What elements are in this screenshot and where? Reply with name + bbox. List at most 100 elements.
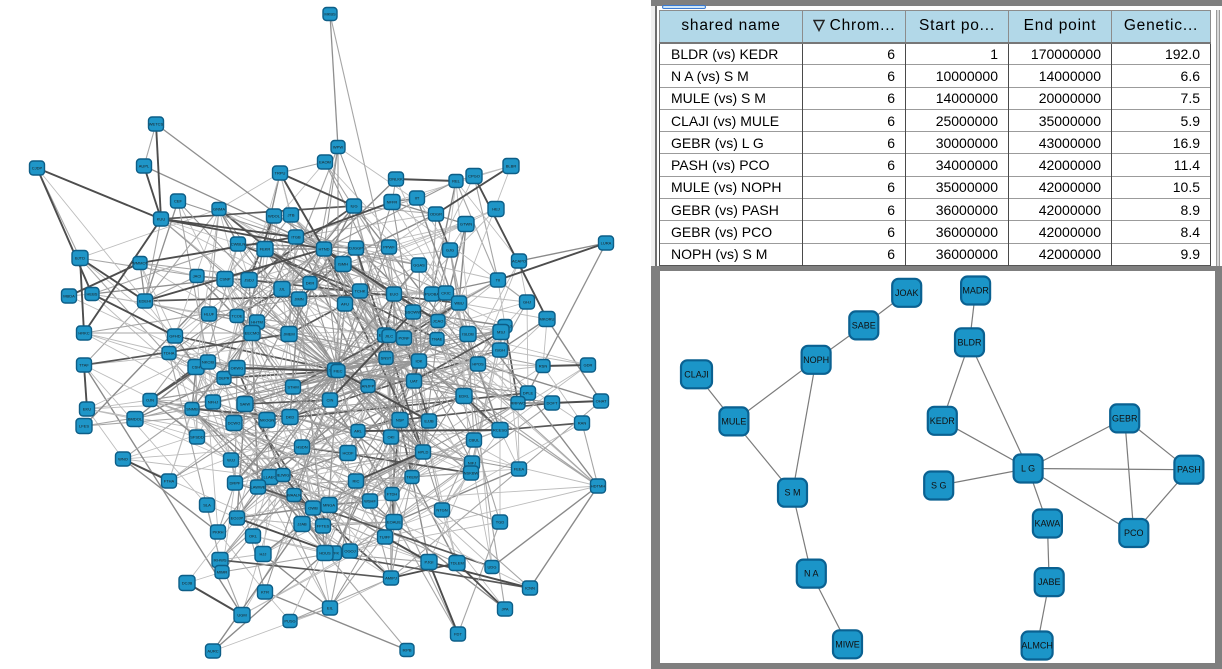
svg-text:TNAE: TNAE: [432, 337, 443, 342]
svg-text:AUPL: AUPL: [139, 164, 150, 169]
svg-text:IKPB: IKPB: [402, 648, 411, 653]
svg-text:SLA: SLA: [203, 503, 211, 508]
svg-text:ISGH: ISGH: [495, 348, 505, 353]
svg-text:UGM: UGM: [237, 613, 246, 618]
svg-text:OKL: OKL: [249, 534, 258, 539]
svg-text:SNST: SNST: [381, 356, 392, 361]
svg-text:IOK: IOK: [416, 359, 423, 364]
svg-text:CKIC: CKIC: [441, 291, 451, 296]
svg-text:ISMH: ISMH: [338, 262, 348, 267]
svg-text:HCDF: HCDF: [342, 451, 354, 456]
svg-text:NSP: NSP: [396, 418, 405, 423]
svg-text:FTDH: FTDH: [387, 492, 398, 497]
svg-text:WSHF: WSHF: [364, 499, 376, 504]
svg-text:TTAF: TTAF: [79, 363, 89, 368]
svg-text:CLAJI: CLAJI: [684, 369, 709, 379]
svg-text:RCESG: RCESG: [493, 428, 507, 433]
svg-text:JABE: JABE: [1038, 577, 1061, 587]
svg-text:UAT: UAT: [410, 379, 418, 384]
svg-text:IUG: IUG: [350, 204, 357, 209]
svg-text:NTGN: NTGN: [436, 508, 447, 513]
svg-text:NIFJ: NIFJ: [468, 461, 476, 466]
svg-text:OKI: OKI: [388, 435, 395, 440]
svg-text:KUU: KUU: [157, 217, 166, 222]
svg-text:N A: N A: [804, 569, 819, 579]
svg-text:HHTM: HHTM: [251, 320, 263, 325]
svg-text:RRFWO: RRFWO: [510, 401, 525, 406]
svg-text:CEF: CEF: [174, 199, 183, 204]
svg-text:HLUF: HLUF: [204, 312, 215, 317]
svg-text:EDEHI: EDEHI: [139, 299, 151, 304]
svg-text:MULE: MULE: [721, 416, 746, 426]
svg-text:BLDR: BLDR: [957, 337, 982, 347]
svg-text:ALMCH: ALMCH: [1021, 641, 1053, 651]
svg-text:GNMA: GNMA: [213, 207, 225, 212]
svg-text:AURC: AURC: [207, 649, 218, 654]
svg-text:APFK: APFK: [329, 551, 340, 556]
svg-text:IKHWS: IKHWS: [213, 558, 226, 563]
svg-text:ISLDB: ISLDB: [462, 332, 474, 337]
svg-text:WMMOT: WMMOT: [132, 261, 149, 266]
svg-text:SAIW: SAIW: [240, 402, 250, 407]
svg-text:EIL: EIL: [327, 606, 334, 611]
svg-text:JPA: JPA: [501, 607, 508, 612]
svg-text:CSNP: CSNP: [219, 277, 230, 282]
svg-text:BLBR: BLBR: [506, 164, 517, 169]
svg-text:CWBLN: CWBLN: [231, 242, 246, 247]
svg-text:NKOGN: NKOGN: [260, 418, 275, 423]
svg-text:BJTD: BJTD: [75, 256, 85, 261]
svg-text:EJJB: EJJB: [424, 419, 434, 424]
svg-text:NSKBW: NSKBW: [464, 471, 479, 476]
svg-text:LLAEO: LLAEO: [264, 475, 277, 480]
svg-text:MKORU: MKORU: [540, 317, 555, 322]
svg-text:RSN: RSN: [539, 364, 548, 369]
svg-text:NFFR: NFFR: [387, 200, 398, 205]
svg-text:JJL: JJL: [279, 287, 286, 292]
svg-text:JTB: JTB: [287, 213, 294, 218]
svg-text:JSDJ: JSDJ: [244, 278, 254, 283]
svg-text:EUO: EUO: [390, 292, 399, 297]
svg-text:MIWE: MIWE: [835, 639, 860, 649]
svg-text:TCHK: TCHK: [355, 289, 366, 294]
svg-text:S M: S M: [784, 488, 800, 498]
svg-text:NKCIB: NKCIB: [202, 360, 215, 365]
svg-text:DOFT: DOFT: [547, 401, 558, 406]
svg-text:REL: REL: [452, 179, 461, 184]
svg-text:WJJ: WJJ: [227, 458, 235, 463]
svg-text:PUOBA: PUOBA: [425, 292, 439, 297]
svg-text:EOJJP: EOJJP: [231, 516, 244, 521]
svg-text:WPW: WPW: [333, 145, 343, 150]
svg-text:SABE: SABE: [852, 320, 876, 330]
svg-text:HPOS: HPOS: [472, 362, 484, 367]
svg-text:AMIPJ: AMIPJ: [385, 576, 397, 581]
svg-text:TKEW: TKEW: [406, 475, 418, 480]
svg-text:JILC: JILC: [385, 334, 393, 339]
svg-text:HTND: HTND: [318, 247, 329, 252]
svg-text:BMDOL: BMDOL: [128, 417, 143, 422]
svg-text:IEJWG: IEJWG: [277, 473, 290, 478]
svg-text:NOPH: NOPH: [803, 355, 829, 365]
svg-text:MSJ: MSJ: [497, 330, 505, 335]
svg-text:CPGO: CPGO: [468, 174, 480, 179]
svg-text:IIT: IIT: [415, 196, 420, 201]
svg-text:S G: S G: [931, 481, 947, 491]
svg-text:PJGI: PJGI: [425, 560, 434, 565]
svg-text:SNMB: SNMB: [186, 407, 198, 412]
svg-text:JACI: JACI: [193, 274, 202, 279]
svg-text:EKU: EKU: [83, 407, 91, 412]
svg-text:GJG: GJG: [446, 248, 454, 253]
svg-text:OGOJ: OGOJ: [344, 549, 355, 554]
svg-text:AFU: AFU: [341, 302, 349, 307]
svg-text:PASH: PASH: [1177, 465, 1201, 475]
svg-text:KAWA: KAWA: [1034, 519, 1060, 529]
svg-text:ICNN: ICNN: [525, 586, 535, 591]
svg-text:SFSDD: SFSDD: [190, 435, 204, 440]
svg-text:DJGGP: DJGGP: [349, 246, 363, 251]
svg-text:DKD: DKD: [286, 415, 295, 420]
svg-text:ITGB: ITGB: [291, 235, 301, 240]
svg-text:JCAO: JCAO: [433, 319, 444, 324]
svg-text:TRPU: TRPU: [275, 171, 286, 176]
svg-text:WAALN: WAALN: [287, 493, 301, 498]
svg-text:DEPR: DEPR: [218, 376, 229, 381]
svg-text:DNLKK: DNLKK: [389, 177, 403, 182]
